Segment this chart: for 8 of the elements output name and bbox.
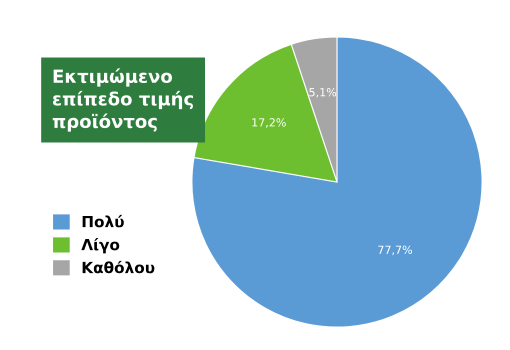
legend-label: Πολύ: [82, 214, 124, 228]
data-label: 5,1%: [309, 88, 336, 98]
data-label: 17,2%: [252, 118, 286, 128]
text: Εκτιμώμενο επίπεδο τιμής προϊόντος: [52, 68, 193, 132]
data-label: 77,7%: [378, 246, 412, 256]
pie-slice: [191, 36, 483, 328]
legend-label: Λίγο: [81, 238, 120, 254]
legend-label: Καθόλου: [82, 260, 154, 274]
